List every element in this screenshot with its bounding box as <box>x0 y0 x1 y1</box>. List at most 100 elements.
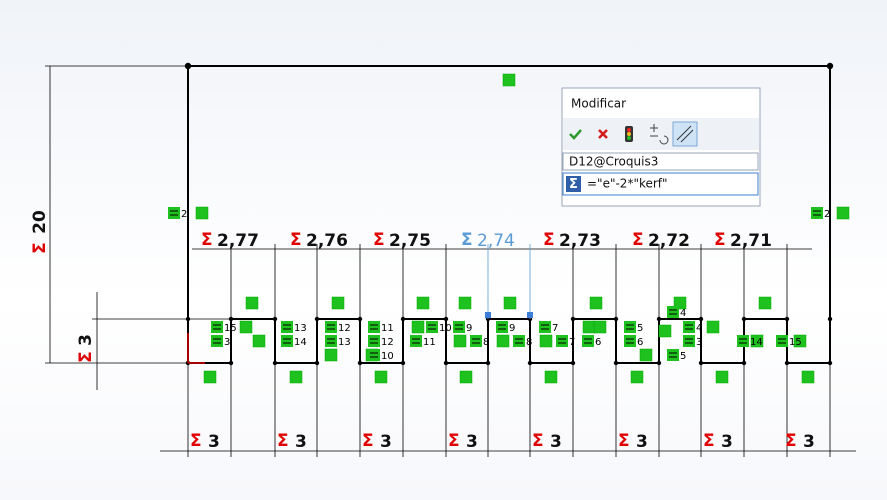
reverse-button[interactable] <box>650 124 669 145</box>
equal-glyph <box>327 338 335 344</box>
relation-icon <box>459 370 473 384</box>
formula-field[interactable] <box>562 172 759 196</box>
relation-label: 9 <box>509 323 515 334</box>
relation-label: 2 <box>824 209 830 220</box>
relation-icon <box>453 334 467 348</box>
equal-glyph <box>541 324 549 330</box>
relation-icon <box>331 296 345 310</box>
relation-label: 12 <box>381 337 394 348</box>
handle <box>485 312 491 318</box>
relation-label: 4 <box>696 323 702 334</box>
relation-label: 7 <box>552 323 558 334</box>
relation-icon <box>453 321 465 333</box>
relation-icon <box>168 207 180 219</box>
relation-icon <box>737 335 749 347</box>
relation-icon <box>589 296 603 310</box>
sigma-icon: Σ <box>569 177 578 192</box>
relation-icon <box>203 370 217 384</box>
relation-icon <box>836 206 850 220</box>
relation-icon <box>239 320 253 334</box>
toolbar <box>563 118 759 150</box>
equal-glyph <box>370 352 378 358</box>
height-dimension: 20 <box>30 210 50 234</box>
sigma: Σ <box>373 230 385 250</box>
relation-label: 15 <box>224 323 237 334</box>
sigma: Σ <box>461 230 473 250</box>
mark-button[interactable] <box>672 121 698 147</box>
relation-icon <box>539 321 551 333</box>
origin <box>187 333 205 364</box>
relation-icon <box>758 296 772 310</box>
relation-label: 14 <box>294 337 307 348</box>
relation-icon <box>245 296 259 310</box>
relation-label: 11 <box>381 323 394 334</box>
tab-height-dimension: 3 <box>76 334 96 346</box>
equal-glyph <box>213 324 221 330</box>
sigma: Σ <box>76 351 96 363</box>
spacing-dimension: 3 <box>721 432 733 452</box>
width-dimension: 2,74 <box>477 231 515 251</box>
relation-icon <box>410 335 422 347</box>
sigma: Σ <box>543 230 555 250</box>
width-dimension: 2,73 <box>559 231 601 251</box>
sigma: Σ <box>190 431 202 451</box>
relation-label: 5 <box>637 323 643 334</box>
spacing-dimension: 3 <box>636 432 648 452</box>
vertex <box>827 316 833 322</box>
relation-icon <box>539 334 553 348</box>
relation-icon <box>289 370 303 384</box>
relation-icon <box>630 370 644 384</box>
relation-icon <box>639 348 653 362</box>
equal-glyph <box>584 338 592 344</box>
equal-glyph <box>370 324 378 330</box>
width-dimension: 2,75 <box>389 231 431 251</box>
equal-glyph <box>283 324 291 330</box>
equal-glyph <box>213 338 221 344</box>
relation-icon <box>624 335 636 347</box>
relation-icon <box>706 320 720 334</box>
relation-icon <box>325 335 337 347</box>
relation-label: 15 <box>789 337 802 348</box>
equal-glyph <box>778 338 786 344</box>
sigma-button[interactable] <box>566 176 581 192</box>
spacing-dimension: 3 <box>550 432 562 452</box>
relation-icon <box>252 334 266 348</box>
relation-icon <box>801 370 815 384</box>
handle <box>527 312 533 318</box>
relation-icon <box>211 321 223 333</box>
relation-icon <box>513 335 525 347</box>
sigma: Σ <box>632 230 644 250</box>
ok-button[interactable] <box>569 129 582 140</box>
spacing-dimension: 3 <box>803 432 815 452</box>
equal-glyph <box>455 324 463 330</box>
relation-label: 14 <box>750 337 763 348</box>
spacing-dimension: 3 <box>466 432 478 452</box>
relation-icon <box>593 320 607 334</box>
sigma: Σ <box>618 431 630 451</box>
relation-icon <box>582 320 596 334</box>
relation-label: 7 <box>569 337 575 348</box>
sigma: Σ <box>362 431 374 451</box>
cancel-button[interactable] <box>598 129 608 139</box>
relation-label: 6 <box>637 337 643 348</box>
relation-icon <box>503 296 517 310</box>
sigma: Σ <box>290 230 302 250</box>
relation-icon <box>811 207 823 219</box>
spacing-dimension: 3 <box>380 432 392 452</box>
relation-icon <box>426 321 438 333</box>
relation-icon <box>368 321 380 333</box>
name-field <box>562 152 759 171</box>
light-yellow <box>627 132 631 136</box>
relation-label: 5 <box>680 351 686 362</box>
equal-glyph <box>813 210 821 216</box>
relation-label: 8 <box>526 337 532 348</box>
light-red <box>627 128 631 132</box>
light-green <box>627 136 631 140</box>
sigma: Σ <box>532 431 544 451</box>
mark-icon <box>676 125 694 143</box>
relation-label: 4 <box>680 308 686 319</box>
sigma: Σ <box>201 230 213 250</box>
relation-icon <box>281 321 293 333</box>
